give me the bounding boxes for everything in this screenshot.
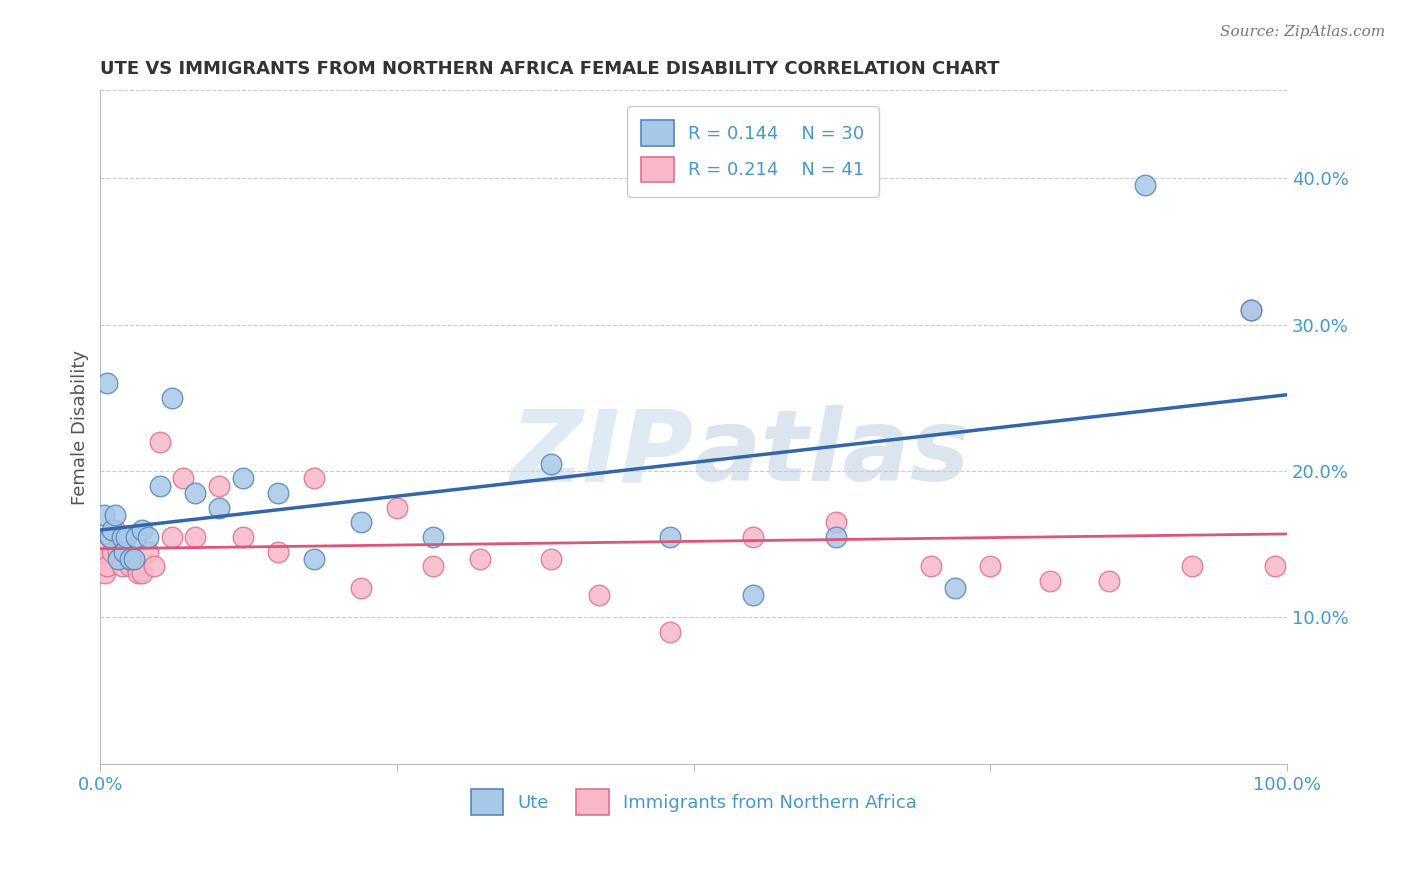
Point [920,559,942,574]
Point [267,544,290,558]
Point [172,471,194,485]
Point [107,551,129,566]
Point [91,544,114,558]
Point [127,566,149,581]
Point [1133,178,1156,193]
Point [540,457,562,471]
Point [1181,559,1204,574]
Point [104,523,127,537]
Point [111,559,134,574]
Point [540,551,562,566]
Point [101,523,124,537]
Point [588,589,610,603]
Text: Source: ZipAtlas.com: Source: ZipAtlas.com [1219,25,1385,39]
Point [943,581,966,595]
Y-axis label: Female Disability: Female Disability [72,350,89,505]
Point [136,530,159,544]
Point [422,530,444,544]
Point [98,530,121,544]
Point [350,581,373,595]
Point [232,530,254,544]
Point [111,530,134,544]
Point [101,544,124,558]
Point [208,500,231,515]
Point [98,530,121,544]
Point [160,391,183,405]
Text: ZIP: ZIP [510,406,693,502]
Point [302,551,325,566]
Point [825,530,848,544]
Point [422,559,444,574]
Text: atlas: atlas [693,406,970,502]
Point [385,500,408,515]
Point [96,559,118,574]
Point [112,551,135,566]
Point [149,478,172,492]
Point [125,530,148,544]
Point [1264,559,1286,574]
Point [1240,302,1263,317]
Point [118,551,141,566]
Point [184,530,207,544]
Point [107,544,129,558]
Point [350,515,373,529]
Point [96,376,118,391]
Point [742,530,765,544]
Point [115,544,138,558]
Point [131,566,153,581]
Point [979,559,1001,574]
Point [118,559,141,574]
Point [112,544,135,558]
Point [208,478,231,492]
Point [267,486,290,500]
Point [659,530,682,544]
Point [232,471,254,485]
Point [1098,574,1121,588]
Point [184,486,207,500]
Point [302,471,325,485]
Point [742,589,765,603]
Point [104,508,127,522]
Point [468,551,491,566]
Point [825,515,848,529]
Point [122,551,145,566]
Point [1240,302,1263,317]
Legend: Ute, Immigrants from Northern Africa: Ute, Immigrants from Northern Africa [464,782,924,822]
Point [149,434,172,449]
Point [93,508,115,522]
Point [131,523,153,537]
Point [136,544,159,558]
Point [659,625,682,640]
Point [125,559,148,574]
Point [94,566,117,581]
Text: UTE VS IMMIGRANTS FROM NORTHERN AFRICA FEMALE DISABILITY CORRELATION CHART: UTE VS IMMIGRANTS FROM NORTHERN AFRICA F… [100,60,1000,78]
Point [1039,574,1062,588]
Point [160,530,183,544]
Point [142,559,165,574]
Point [122,551,145,566]
Point [115,530,138,544]
